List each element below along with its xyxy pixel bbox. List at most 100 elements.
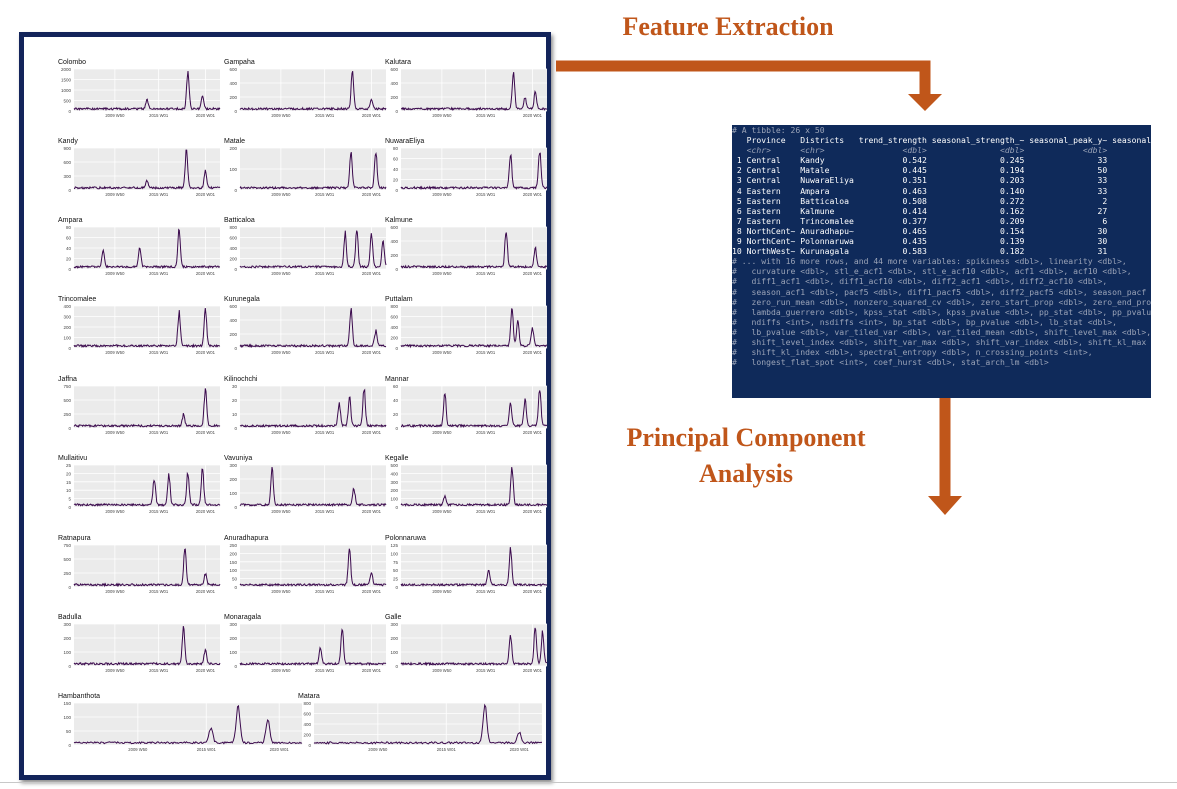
pca-label-line2: Analysis (699, 459, 793, 488)
y-tick-label: 400 (390, 471, 398, 476)
panel-title: Kalutara (385, 59, 412, 66)
panel-title: NuwaraEliya (385, 138, 425, 145)
x-tick-label: 2015 W01 (476, 509, 496, 514)
y-tick-label: 250 (229, 543, 237, 548)
y-tick-label: 800 (303, 701, 311, 706)
y-tick-label: 15 (66, 480, 72, 485)
y-tick-label: 0 (395, 267, 398, 272)
tibble-footer-line: # curvature <dbl>, stl_e_acf1 <dbl>, stl… (732, 266, 1132, 277)
y-tick-label: 75 (393, 560, 399, 565)
y-tick-label: 100 (63, 650, 71, 655)
x-tick-label: 2009 W50 (432, 509, 452, 514)
panel-chart: 750 500 250 0 2009 W50 2015 W01 2020 W01 (63, 543, 221, 594)
series-line (73, 388, 221, 429)
y-tick-label: 0 (395, 585, 398, 590)
y-tick-label: 200 (390, 336, 398, 341)
y-tick-label: 400 (229, 246, 237, 251)
district-panel: Kilinochchi 30 20 10 0 2009 W50 2015 W01 2020 W… (220, 376, 390, 446)
x-tick-label: 2015 W01 (315, 113, 335, 118)
panel-chart: 600 400 200 0 2009 W50 2015 W01 2020 W01 (390, 67, 548, 118)
y-tick-label: 400 (303, 722, 311, 727)
series-line (400, 72, 548, 111)
y-tick-label: 600 (229, 304, 237, 309)
x-tick-label: 2009 W50 (271, 509, 291, 514)
tibble-column-names: Province Districts trend_strength season… (732, 135, 1151, 146)
tibble-footer-line: # lb_pvalue <dbl>, var_tiled_var <dbl>, … (732, 326, 1151, 337)
y-tick-label: 100 (229, 491, 237, 496)
x-tick-label: 2020 W01 (523, 350, 543, 355)
y-tick-label: 0 (68, 188, 71, 193)
y-tick-label: 200 (63, 325, 71, 330)
y-tick-label: 0 (395, 426, 398, 431)
x-tick-label: 2009 W50 (105, 589, 125, 594)
series-line (239, 151, 387, 190)
y-tick-label: 200 (390, 636, 398, 641)
tibble-row: 8 NorthCent~ Anuradhapu~ 0.465 0.154 30 … (732, 225, 1151, 236)
tibble-footer-line: # shift_kl_index <dbl>, spectral_entropy… (732, 347, 1093, 358)
panel-title: Mullaitivu (58, 455, 88, 462)
y-tick-label: 0 (308, 743, 311, 748)
x-tick-label: 2015 W01 (149, 668, 169, 673)
x-tick-label: 2020 W01 (523, 509, 543, 514)
x-tick-label: 2015 W01 (149, 192, 169, 197)
district-panel: Mullaitivu 25 20 15 10 5 0 2009 W50 2015 W01 2020… (54, 455, 224, 525)
y-tick-label: 40 (393, 398, 399, 403)
y-tick-label: 400 (390, 325, 398, 330)
panel-title: Matara (298, 693, 320, 700)
panel-title: Hambanthota (58, 693, 101, 700)
x-tick-label: 2009 W50 (432, 113, 452, 118)
x-tick-label: 2009 W50 (271, 589, 291, 594)
y-tick-label: 2000 (61, 67, 72, 72)
page-bottom-rule (0, 782, 1177, 783)
x-tick-label: 2015 W01 (149, 509, 169, 514)
y-tick-label: 500 (63, 557, 71, 562)
y-tick-label: 100 (390, 551, 398, 556)
district-panel: Matara 800 600 400 200 0 2009 W50 2015 W01 2020 … (294, 693, 546, 763)
tibble-row: 6 Eastern Kalmune 0.414 0.162 27 42 (732, 205, 1151, 216)
y-tick-label: 0 (234, 664, 237, 669)
series-line (400, 232, 548, 270)
x-tick-label: 2020 W01 (523, 668, 543, 673)
arrow-to-pca (928, 398, 962, 515)
y-tick-label: 0 (68, 109, 71, 114)
y-tick-label: 0 (68, 426, 71, 431)
y-tick-label: 50 (66, 729, 72, 734)
x-tick-label: 2020 W01 (362, 589, 382, 594)
district-panel: Monaragala 300 200 100 0 2009 W50 2015 W01 2020… (220, 614, 390, 684)
x-tick-label: 2015 W01 (476, 430, 496, 435)
y-tick-label: 600 (390, 315, 398, 320)
y-tick-label: 10 (232, 412, 238, 417)
panel-title: Matale (224, 138, 246, 145)
series-line (400, 547, 548, 587)
x-tick-label: 2015 W01 (149, 430, 169, 435)
x-tick-label: 2009 W50 (368, 747, 388, 752)
panel-chart: 80 60 40 20 0 2009 W50 2015 W01 2020 W01 (393, 146, 548, 197)
x-tick-label: 2009 W50 (271, 113, 291, 118)
y-tick-label: 400 (229, 318, 237, 323)
x-tick-label: 2015 W01 (149, 271, 169, 276)
panel-title: Mannar (385, 376, 409, 383)
x-tick-label: 2020 W01 (523, 589, 543, 594)
district-panel: NuwaraEliya 80 60 40 20 0 2009 W50 2015 W01 2020… (381, 138, 551, 208)
district-panel: Badulla 300 200 100 0 2009 W50 2015 W01 2020 W0… (54, 614, 224, 684)
x-tick-label: 2020 W01 (523, 430, 543, 435)
panel-title: Kandy (58, 138, 78, 145)
y-tick-label: 200 (229, 636, 237, 641)
panel-chart: 125 100 75 50 25 0 2009 W50 2015 W01 2020 W01 (390, 543, 548, 594)
x-tick-label: 2009 W50 (105, 113, 125, 118)
y-tick-label: 200 (229, 146, 237, 151)
panel-chart: 150 100 50 0 2009 W50 2015 W01 2020 W01 (63, 701, 303, 752)
plot-background (74, 386, 220, 428)
y-tick-label: 0 (68, 505, 71, 510)
x-tick-label: 2015 W01 (315, 509, 335, 514)
series-line (73, 308, 221, 349)
y-tick-label: 60 (66, 236, 72, 241)
x-tick-label: 2020 W01 (196, 509, 216, 514)
panel-chart: 400 300 200 100 0 2009 W50 2015 W01 2020 W01 (63, 304, 221, 355)
y-tick-label: 40 (66, 246, 72, 251)
series-line (400, 467, 548, 507)
panel-chart: 750 500 250 0 2009 W50 2015 W01 2020 W01 (63, 384, 221, 435)
y-tick-label: 250 (63, 412, 71, 417)
y-tick-label: 50 (393, 568, 399, 573)
series-line (239, 70, 387, 112)
